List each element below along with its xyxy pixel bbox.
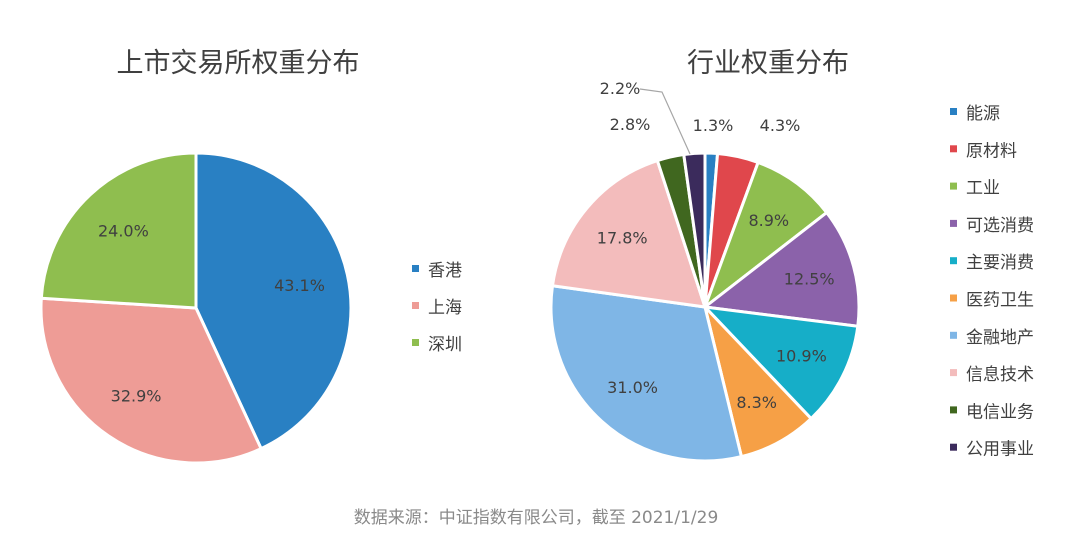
data-label-香港: 43.1% [274, 276, 325, 295]
industry-pie: 1.3% 4.3% 8.9% 12.5% 10.9% 8.3% 31.0% 17.8% 2.8%… [549, 79, 861, 463]
data-label-主要消费: 10.9% [776, 347, 827, 366]
legend-swatch-信息技术 [950, 369, 957, 377]
legend-swatch-深圳 [412, 339, 419, 346]
data-label-原材料: 4.3% [760, 116, 801, 135]
legend-label-深圳: 深圳 [428, 335, 462, 355]
data-label-电信业务: 2.8% [610, 115, 651, 134]
legend-label-医药卫生: 医药卫生 [966, 291, 1034, 311]
legend-swatch-医药卫生 [950, 294, 957, 302]
pie-slice-工业 [701, 160, 829, 312]
data-label-能源: 1.3% [693, 116, 734, 135]
legend-label-工业: 工业 [966, 179, 1000, 199]
legend-swatch-可选消费 [950, 219, 957, 227]
data-label-工业: 8.9% [748, 211, 789, 230]
legend-label-金融地产: 金融地产 [966, 328, 1034, 348]
pie-slice-公用事业 [682, 151, 707, 308]
data-label-可选消费: 12.5% [784, 270, 835, 289]
legend-swatch-主要消费 [950, 257, 957, 265]
legend-label-公用事业: 公用事业 [966, 440, 1034, 460]
pie-slice-主要消费 [701, 304, 860, 421]
leader-line-公用事业 [639, 88, 691, 155]
data-label-信息技术: 17.8% [597, 229, 648, 248]
legend-label-电信业务: 电信业务 [966, 402, 1034, 422]
data-label-上海: 32.9% [111, 387, 162, 406]
pie-slice-金融地产 [549, 284, 744, 463]
legend-label-原材料: 原材料 [966, 141, 1017, 161]
legend-label-能源: 能源 [966, 104, 1000, 124]
pie-slice-信息技术 [550, 158, 708, 309]
legend-label-香港: 香港 [428, 261, 462, 281]
pie-slice-可选消费 [701, 210, 861, 328]
legend-swatch-原材料 [950, 145, 957, 153]
data-source-note: 数据来源：中证指数有限公司，截至 2021/1/29 [354, 508, 719, 528]
legend-swatch-工业 [950, 182, 957, 190]
legend-swatch-电信业务 [950, 406, 957, 414]
legend-label-主要消费: 主要消费 [966, 253, 1034, 273]
data-label-深圳: 24.0% [98, 222, 149, 241]
pie-slice-深圳 [39, 151, 198, 310]
industry-chart-title: 行业权重分布 [687, 48, 849, 79]
data-label-公用事业: 2.2% [600, 79, 641, 98]
data-label-金融地产: 31.0% [607, 378, 658, 397]
legend-swatch-上海 [412, 302, 419, 309]
legend-label-信息技术: 信息技术 [966, 365, 1034, 385]
legend-label-可选消费: 可选消费 [966, 216, 1034, 236]
legend-swatch-公用事业 [950, 443, 957, 451]
pie-slice-上海 [39, 296, 264, 465]
legend-swatch-香港 [412, 265, 419, 272]
pie-slice-香港 [194, 151, 353, 451]
exchange-chart-title: 上市交易所权重分布 [117, 48, 360, 79]
exchange-pie: 43.1% 32.9% 24.0% [39, 151, 353, 465]
legend-swatch-金融地产 [950, 331, 957, 339]
legend-swatch-能源 [950, 108, 957, 115]
legend-label-上海: 上海 [428, 298, 462, 318]
data-label-医药卫生: 8.3% [736, 393, 777, 412]
